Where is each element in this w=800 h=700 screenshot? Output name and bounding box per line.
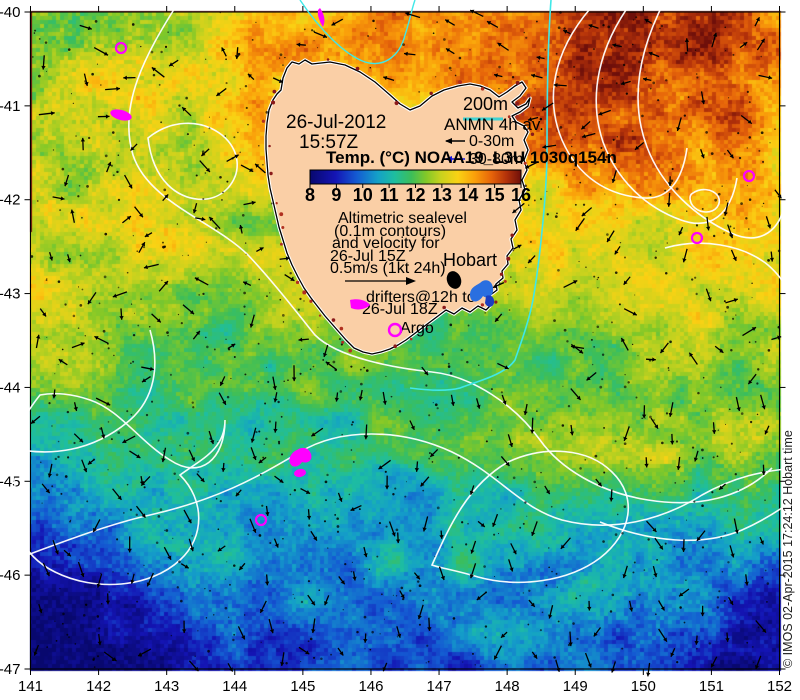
svg-text:Argo: Argo [400,320,434,337]
svg-text:12: 12 [405,185,425,205]
svg-text:-43: -43 [0,286,21,303]
svg-text:-40: -40 [0,4,21,21]
svg-text:145: 145 [290,678,315,695]
svg-text:-41: -41 [0,98,21,115]
svg-text:148: 148 [495,678,520,695]
svg-text:200m: 200m [463,94,508,114]
svg-text:152: 152 [767,678,792,695]
svg-text:142: 142 [86,678,111,695]
svg-text:15: 15 [485,185,505,205]
svg-text:Temp. (°C) NOAA19_L3U 1030q154: Temp. (°C) NOAA19_L3U 1030q154n [326,148,617,167]
svg-text:-45: -45 [0,473,21,490]
svg-text:-42: -42 [0,192,21,209]
svg-text:-44: -44 [0,379,21,396]
svg-text:11: 11 [380,185,399,205]
svg-text:-47: -47 [0,661,21,678]
svg-text:26-Jul 18Z: 26-Jul 18Z [362,301,438,318]
svg-text:144: 144 [222,678,247,695]
svg-text:Hobart: Hobart [443,250,497,270]
svg-text:146: 146 [358,678,383,695]
svg-text:13: 13 [432,185,452,205]
svg-text:26-Jul-2012: 26-Jul-2012 [286,112,386,133]
svg-text:9: 9 [331,185,341,205]
svg-text:© IMOS 02-Apr-2015 17:24:12 Ho: © IMOS 02-Apr-2015 17:24:12 Hobart time [781,430,795,668]
svg-text:-46: -46 [0,567,21,584]
svg-text:14: 14 [458,185,478,205]
svg-text:151: 151 [699,678,724,695]
svg-text:10: 10 [353,185,373,205]
svg-text:141: 141 [18,678,43,695]
svg-text:0.5m/s (1kt 24h): 0.5m/s (1kt 24h) [330,260,446,277]
svg-text:8: 8 [305,185,315,205]
svg-text:147: 147 [427,678,452,695]
svg-text:149: 149 [563,678,588,695]
svg-text:143: 143 [154,678,179,695]
svg-text:150: 150 [631,678,656,695]
svg-text:ANMN 4h av.: ANMN 4h av. [444,115,544,134]
svg-text:16: 16 [511,185,531,205]
